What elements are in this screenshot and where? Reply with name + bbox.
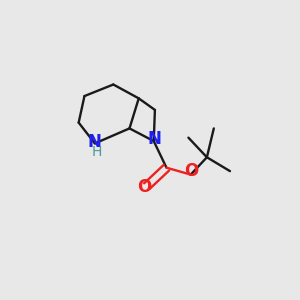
Text: O: O bbox=[184, 162, 199, 180]
Text: O: O bbox=[137, 178, 152, 196]
Text: N: N bbox=[147, 130, 161, 148]
Text: H: H bbox=[92, 145, 102, 159]
Text: N: N bbox=[88, 133, 102, 151]
